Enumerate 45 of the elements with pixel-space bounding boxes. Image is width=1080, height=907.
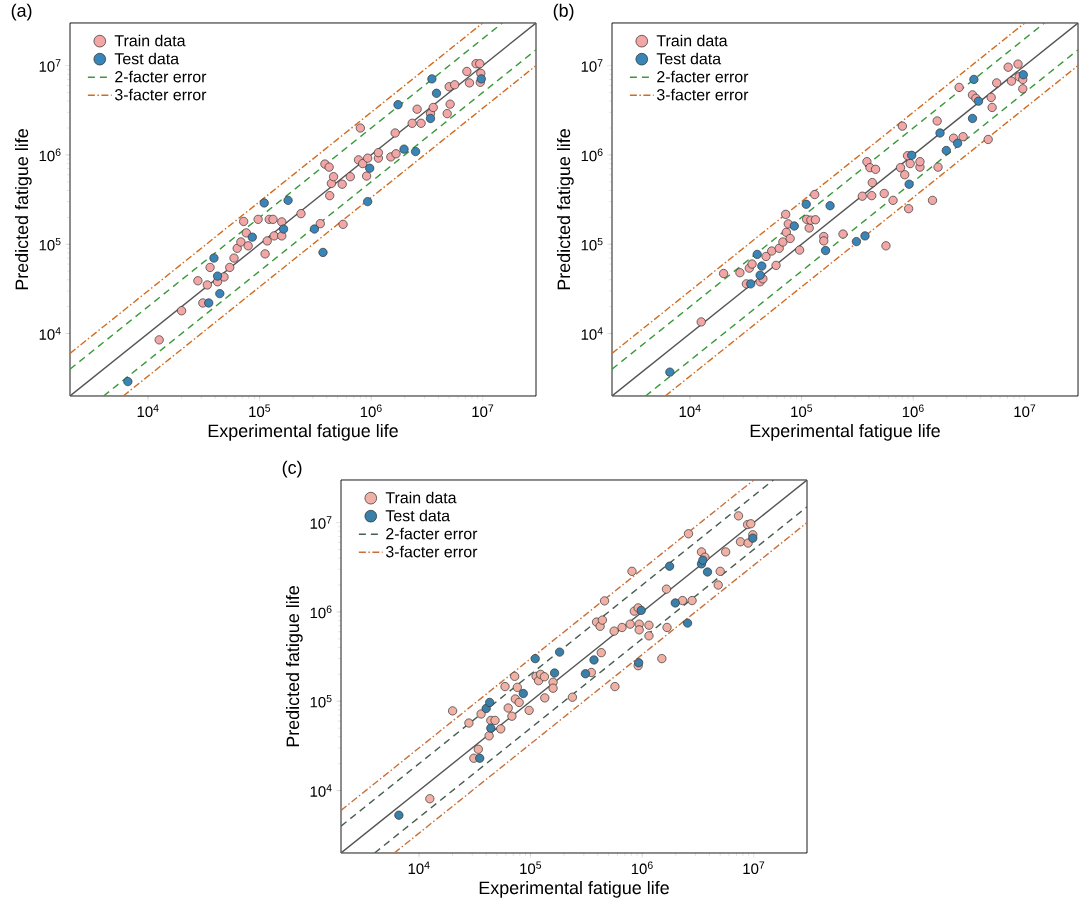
x-tick-label: 10$^{5}$ [791,404,813,418]
legend-label: Train data [385,491,457,504]
y-tick-label: 10$^{5}$ [581,237,603,251]
legend-label: 3-facter error [114,88,207,101]
y-tick-label: 10$^{7}$ [39,59,61,72]
legend-label: 3-facter error [656,88,749,101]
legend-label: Train data [114,34,186,47]
chart-title: (a) [11,3,32,21]
x-tick-label: 10$^{7}$ [1014,404,1036,418]
legend-label: 3-facter error [385,545,478,558]
y-tick-label: 10$^{5}$ [39,237,61,251]
y-tick-label: 10$^{4}$ [39,327,61,340]
x-tick-label: 10$^{6}$ [360,404,382,418]
y-tick-label: 10$^{7}$ [310,516,332,529]
x-tick-label: 10$^{6}$ [902,404,924,418]
y-axis-title: Predicted fatigue life [285,586,303,747]
x-axis-title: Experimental fatigue life [208,424,398,441]
legend-label: 2-facter error [386,527,478,540]
x-tick-label: 10$^{4}$ [408,861,430,875]
legend-label: Train data [656,34,728,47]
y-axis-title: Predicted fatigue life [556,129,574,290]
chart-title: (c) [282,460,302,478]
x-tick-label: 10$^{4}$ [679,404,701,418]
x-tick-label: 10$^{7}$ [472,404,494,418]
y-tick-label: 10$^{7}$ [581,59,603,72]
legend-label: Test data [385,509,451,522]
legend-label: Test data [114,52,180,65]
y-tick-label: 10$^{6}$ [39,148,61,162]
x-tick-label: 10$^{5}$ [520,861,542,875]
y-tick-label: 10$^{6}$ [310,605,332,619]
y-axis-title: Predicted fatigue life [14,129,32,290]
x-tick-label: 10$^{6}$ [631,861,653,875]
legend-label: 2-facter error [657,70,749,83]
y-tick-label: 10$^{4}$ [581,327,603,340]
x-tick-label: 10$^{4}$ [137,404,159,418]
y-tick-label: 10$^{4}$ [310,784,332,797]
legend-label: 2-facter error [115,70,207,83]
x-tick-label: 10$^{7}$ [743,861,765,875]
y-tick-label: 10$^{6}$ [581,148,603,162]
x-axis-title: Experimental fatigue life [479,881,669,898]
x-axis-title: Experimental fatigue life [750,424,940,441]
legend-label: Test data [656,52,722,65]
chart-title: (b) [553,3,574,21]
y-tick-label: 10$^{5}$ [310,694,332,708]
x-tick-label: 10$^{5}$ [249,404,271,418]
